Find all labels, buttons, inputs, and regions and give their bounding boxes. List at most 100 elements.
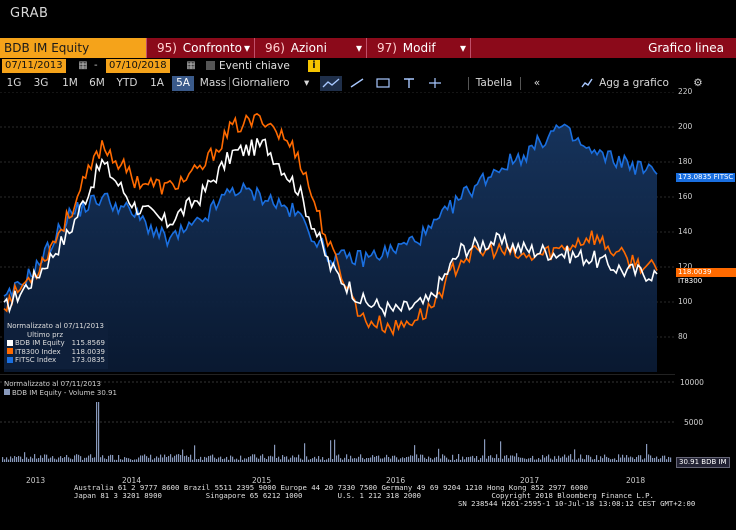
volume-bar bbox=[340, 458, 342, 462]
series-line-bdb-im-equity[interactable] bbox=[3, 138, 658, 318]
volume-legend: Normalizzato al 07/11/2013 BDB IM Equity… bbox=[4, 380, 124, 397]
ticker-field[interactable]: BDB IM Equity bbox=[0, 38, 146, 58]
period-6M[interactable]: 6M bbox=[89, 77, 105, 89]
volume-bar bbox=[64, 457, 66, 462]
start-date-field[interactable]: 07/11/2013 bbox=[2, 59, 66, 73]
volume-bar bbox=[632, 457, 634, 462]
volume-bar bbox=[392, 455, 394, 462]
volume-bar bbox=[268, 456, 270, 462]
fitsc-price-label: 173.0835 FITSC bbox=[676, 173, 736, 182]
legend-row-it8300[interactable]: IT8300 Index 118.0039 bbox=[7, 348, 105, 357]
key-events-checkbox[interactable] bbox=[206, 61, 215, 70]
period-5A[interactable]: 5A bbox=[172, 76, 194, 91]
frequency-select[interactable]: Giornaliero ▾ bbox=[232, 76, 312, 91]
volume-bar bbox=[304, 443, 306, 462]
line-chart-icon[interactable] bbox=[320, 76, 342, 91]
dropdown-icon: ▾ bbox=[304, 77, 310, 89]
compare-menu[interactable]: 95) Confronto ▾ bbox=[146, 38, 254, 58]
crosshair-icon[interactable] bbox=[424, 76, 446, 91]
period-1M[interactable]: 1M bbox=[62, 77, 78, 89]
volume-bar bbox=[326, 459, 328, 462]
volume-bar bbox=[208, 456, 210, 462]
volume-bar bbox=[588, 455, 590, 462]
volume-bar bbox=[56, 459, 58, 462]
volume-bar bbox=[582, 458, 584, 462]
volume-bar bbox=[630, 456, 632, 462]
footer-line1: Australia 61 2 9777 8600 Brazil 5511 239… bbox=[74, 483, 588, 492]
table-button[interactable]: Tabella bbox=[475, 77, 513, 89]
volume-bar bbox=[148, 457, 150, 462]
volume-bar bbox=[488, 455, 490, 462]
volume-bar bbox=[662, 455, 664, 462]
volume-bar bbox=[466, 457, 468, 462]
volume-bar bbox=[230, 455, 232, 462]
volume-bar bbox=[498, 458, 500, 462]
period-max[interactable]: Mass bbox=[199, 77, 227, 89]
y-tick-label: 80 bbox=[678, 332, 688, 341]
volume-bar bbox=[558, 455, 560, 462]
price-chart[interactable] bbox=[0, 92, 680, 372]
chart-type-title[interactable]: Grafico linea bbox=[648, 41, 724, 55]
period-1A[interactable]: 1A bbox=[150, 77, 164, 89]
add-chart-icon[interactable] bbox=[578, 76, 596, 91]
volume-bar bbox=[400, 458, 402, 462]
settings-icon[interactable]: ⚙ bbox=[693, 77, 703, 89]
volume-bar bbox=[368, 458, 370, 462]
series-line-it8300-index[interactable] bbox=[3, 112, 658, 337]
volume-bar bbox=[492, 457, 494, 462]
end-date-field[interactable]: 07/10/2018 bbox=[106, 59, 170, 73]
volume-bar bbox=[140, 455, 142, 462]
legend-name: BDB IM Equity bbox=[15, 339, 65, 347]
legend-row-bdb[interactable]: BDB IM Equity 115.8569 bbox=[7, 339, 105, 348]
y-tick-label: 160 bbox=[678, 192, 693, 201]
draw-line-icon[interactable] bbox=[346, 76, 368, 91]
period-YTD[interactable]: YTD bbox=[116, 77, 138, 89]
y-tick-label: 200 bbox=[678, 122, 693, 131]
volume-bar bbox=[642, 459, 644, 462]
volume-bar bbox=[660, 458, 662, 462]
period-3G[interactable]: 3G bbox=[33, 77, 49, 89]
volume-bar bbox=[534, 459, 536, 462]
calendar-icon[interactable]: ▦ bbox=[78, 60, 88, 71]
volume-bar bbox=[22, 458, 24, 462]
modify-menu[interactable]: 97) Modif ▾ bbox=[366, 38, 470, 58]
legend-name: IT8300 Index bbox=[15, 347, 61, 356]
series-line-fitsc-index[interactable] bbox=[3, 123, 658, 300]
volume-bar bbox=[288, 459, 290, 462]
volume-bar bbox=[526, 459, 528, 462]
calendar-icon[interactable]: ▦ bbox=[186, 60, 196, 71]
volume-bar bbox=[12, 458, 14, 462]
legend-row-fitsc[interactable]: FITSC Index 173.0835 bbox=[7, 356, 105, 365]
volume-bar bbox=[420, 454, 422, 462]
period-1G[interactable]: 1G bbox=[6, 77, 22, 89]
volume-bar bbox=[372, 455, 374, 462]
volume-bar bbox=[426, 458, 428, 462]
volume-bar bbox=[160, 454, 162, 462]
actions-menu[interactable]: 96) Azioni ▾ bbox=[254, 38, 366, 58]
text-icon[interactable] bbox=[398, 76, 420, 91]
volume-bar bbox=[280, 459, 282, 462]
add-to-chart-button[interactable]: Agg a grafico bbox=[599, 77, 669, 89]
volume-bar bbox=[228, 459, 230, 462]
it8300-price-label: 118.0039 IT8300 bbox=[676, 268, 736, 285]
volume-bar bbox=[378, 455, 380, 462]
compare-menu-label: Confronto bbox=[182, 41, 242, 55]
volume-bar bbox=[328, 458, 330, 462]
volume-bar bbox=[244, 458, 246, 462]
collapse-icon[interactable]: « bbox=[533, 77, 541, 89]
volume-bar bbox=[80, 456, 82, 462]
dropdown-icon: ▾ bbox=[459, 41, 466, 55]
volume-bar bbox=[468, 457, 470, 462]
volume-bar bbox=[622, 454, 624, 462]
volume-bar bbox=[500, 441, 502, 462]
volume-bar bbox=[72, 459, 74, 462]
volume-bar bbox=[578, 458, 580, 462]
volume-bar bbox=[516, 453, 518, 462]
volume-bar bbox=[130, 459, 132, 462]
volume-chart[interactable] bbox=[0, 374, 680, 466]
info-icon[interactable]: i bbox=[308, 60, 320, 72]
volume-bar bbox=[584, 459, 586, 462]
volume-bar bbox=[284, 456, 286, 462]
annotate-icon[interactable] bbox=[372, 76, 394, 91]
volume-bar bbox=[318, 456, 320, 462]
